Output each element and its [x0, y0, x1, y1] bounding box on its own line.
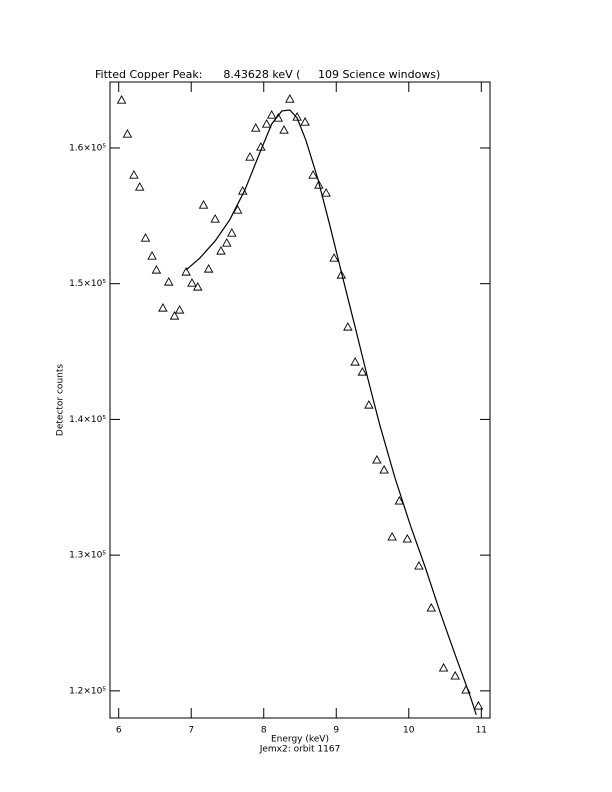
data-point	[402, 533, 413, 543]
data-point	[336, 270, 347, 279]
x-tick-label: 7	[188, 726, 194, 736]
data-point	[140, 233, 151, 242]
data-point	[151, 265, 162, 274]
x-tick-label: 6	[116, 726, 122, 736]
data-point	[426, 602, 437, 612]
y-tick-label: 1.3×10⁵	[69, 551, 106, 561]
data-point	[134, 182, 145, 191]
data-point	[387, 531, 397, 541]
data-point	[187, 278, 197, 287]
data-point	[364, 399, 374, 409]
y-tick-label: 1.4×10⁵	[69, 415, 106, 425]
data-point	[198, 200, 209, 209]
chart-title: Fitted Copper Peak: 8.43628 keV ( 109 Sc…	[95, 68, 440, 81]
data-point	[122, 129, 133, 138]
data-point	[169, 311, 180, 320]
data-point	[261, 119, 272, 128]
data-point	[450, 670, 460, 680]
data-point	[350, 356, 360, 366]
data-point	[245, 152, 255, 161]
data-point	[203, 264, 214, 273]
data-point	[308, 170, 318, 179]
data-point	[210, 214, 220, 223]
data-point	[379, 464, 389, 474]
data-point	[372, 454, 382, 464]
y-tick-label: 1.6×10⁵	[69, 143, 106, 153]
data-point	[192, 282, 203, 291]
x-tick-label: 11	[476, 726, 487, 736]
data-point	[473, 700, 484, 710]
y-tick-label: 1.2×10⁵	[69, 686, 106, 696]
data-point	[414, 560, 424, 570]
y-tick-label: 1.5×10⁵	[69, 279, 106, 289]
data-point	[116, 95, 127, 104]
data-point	[357, 366, 368, 376]
data-point	[181, 267, 191, 276]
data-point	[147, 251, 157, 260]
x-tick-label: 10	[403, 726, 415, 736]
data-point	[279, 125, 289, 134]
data-point	[158, 302, 168, 312]
data-point	[266, 110, 277, 119]
data-point	[163, 277, 174, 286]
data-point	[321, 188, 331, 197]
data-point	[250, 123, 261, 132]
plot-frame	[109, 81, 491, 719]
data-point	[394, 495, 405, 505]
data-point	[300, 117, 310, 126]
data-point	[438, 662, 449, 672]
data-point	[129, 170, 139, 179]
data-point	[314, 180, 324, 189]
data-point	[329, 253, 339, 262]
subtitle: Jemx2: orbit 1167	[259, 745, 341, 755]
data-point	[285, 94, 295, 103]
fit-line	[185, 109, 477, 716]
x-axis-label: Energy (keV)	[271, 735, 329, 745]
x-tick-label: 8	[261, 726, 267, 736]
data-point	[174, 305, 185, 314]
data-point	[232, 205, 243, 214]
data-point	[221, 238, 232, 247]
data-point	[343, 322, 353, 331]
data-point	[216, 246, 226, 255]
x-tick-label: 9	[333, 726, 339, 736]
data-point	[227, 228, 237, 237]
y-axis-label: Detector counts	[56, 364, 66, 436]
